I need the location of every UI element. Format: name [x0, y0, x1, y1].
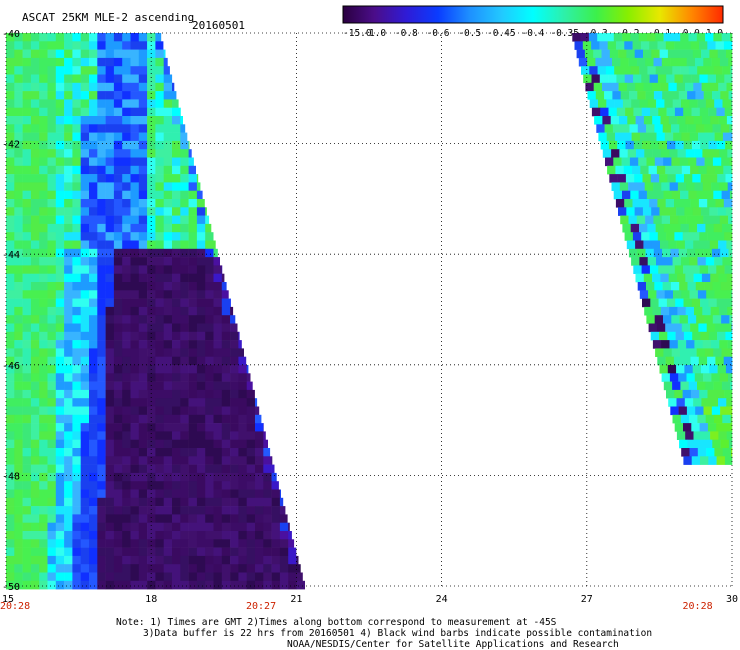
y-tick-label: -46	[2, 361, 20, 372]
map-title: ASCAT 25KM MLE-2 ascending	[22, 11, 195, 24]
x-tick-label: 30	[726, 594, 738, 605]
colorbar-label: -15.0	[343, 28, 372, 39]
axis-tick-labels: 15 18 21 24 27 30 -40 -42 -44 -46 -48 -50	[2, 29, 738, 605]
note-line-2: 3)Data buffer is 22 hrs from 20160501 4)…	[143, 628, 653, 639]
note-line-1: Note: 1) Times are GMT 2)Times along bot…	[116, 617, 557, 628]
time-label: 20:27	[246, 601, 276, 612]
colorbar-label: -0.45	[487, 28, 516, 39]
y-tick-label: -48	[2, 471, 20, 482]
y-tick-label: -50	[2, 582, 20, 593]
colorbar-label: -0.5	[458, 28, 481, 39]
x-tick-label: 21	[290, 594, 302, 605]
x-tick-label: 15	[2, 594, 14, 605]
colorbar-label: -0.6	[427, 28, 450, 39]
grid-lines	[5, 32, 733, 587]
colorbar-label: -1.0	[363, 28, 386, 39]
note-line-3: NOAA/NESDIS/Center for Satellite Applica…	[287, 639, 619, 650]
time-label: 20:28	[0, 601, 30, 612]
colorbar-label: -0.8	[395, 28, 418, 39]
y-tick-label: -42	[2, 140, 20, 151]
colorbar-gradient	[342, 5, 724, 24]
wind-swath-cells	[6, 33, 733, 590]
time-labels: 20:28 20:27 20:28	[0, 601, 713, 612]
colorbar-label: -0.35	[550, 28, 579, 39]
map-date: 20160501	[192, 19, 245, 32]
colorbar-label: -0.4	[522, 28, 545, 39]
y-tick-label: -44	[2, 250, 20, 261]
time-label: 20:28	[683, 601, 713, 612]
x-tick-label: 24	[436, 594, 448, 605]
x-tick-label: 27	[581, 594, 593, 605]
x-tick-label: 18	[145, 594, 157, 605]
y-tick-label: -40	[2, 29, 20, 40]
